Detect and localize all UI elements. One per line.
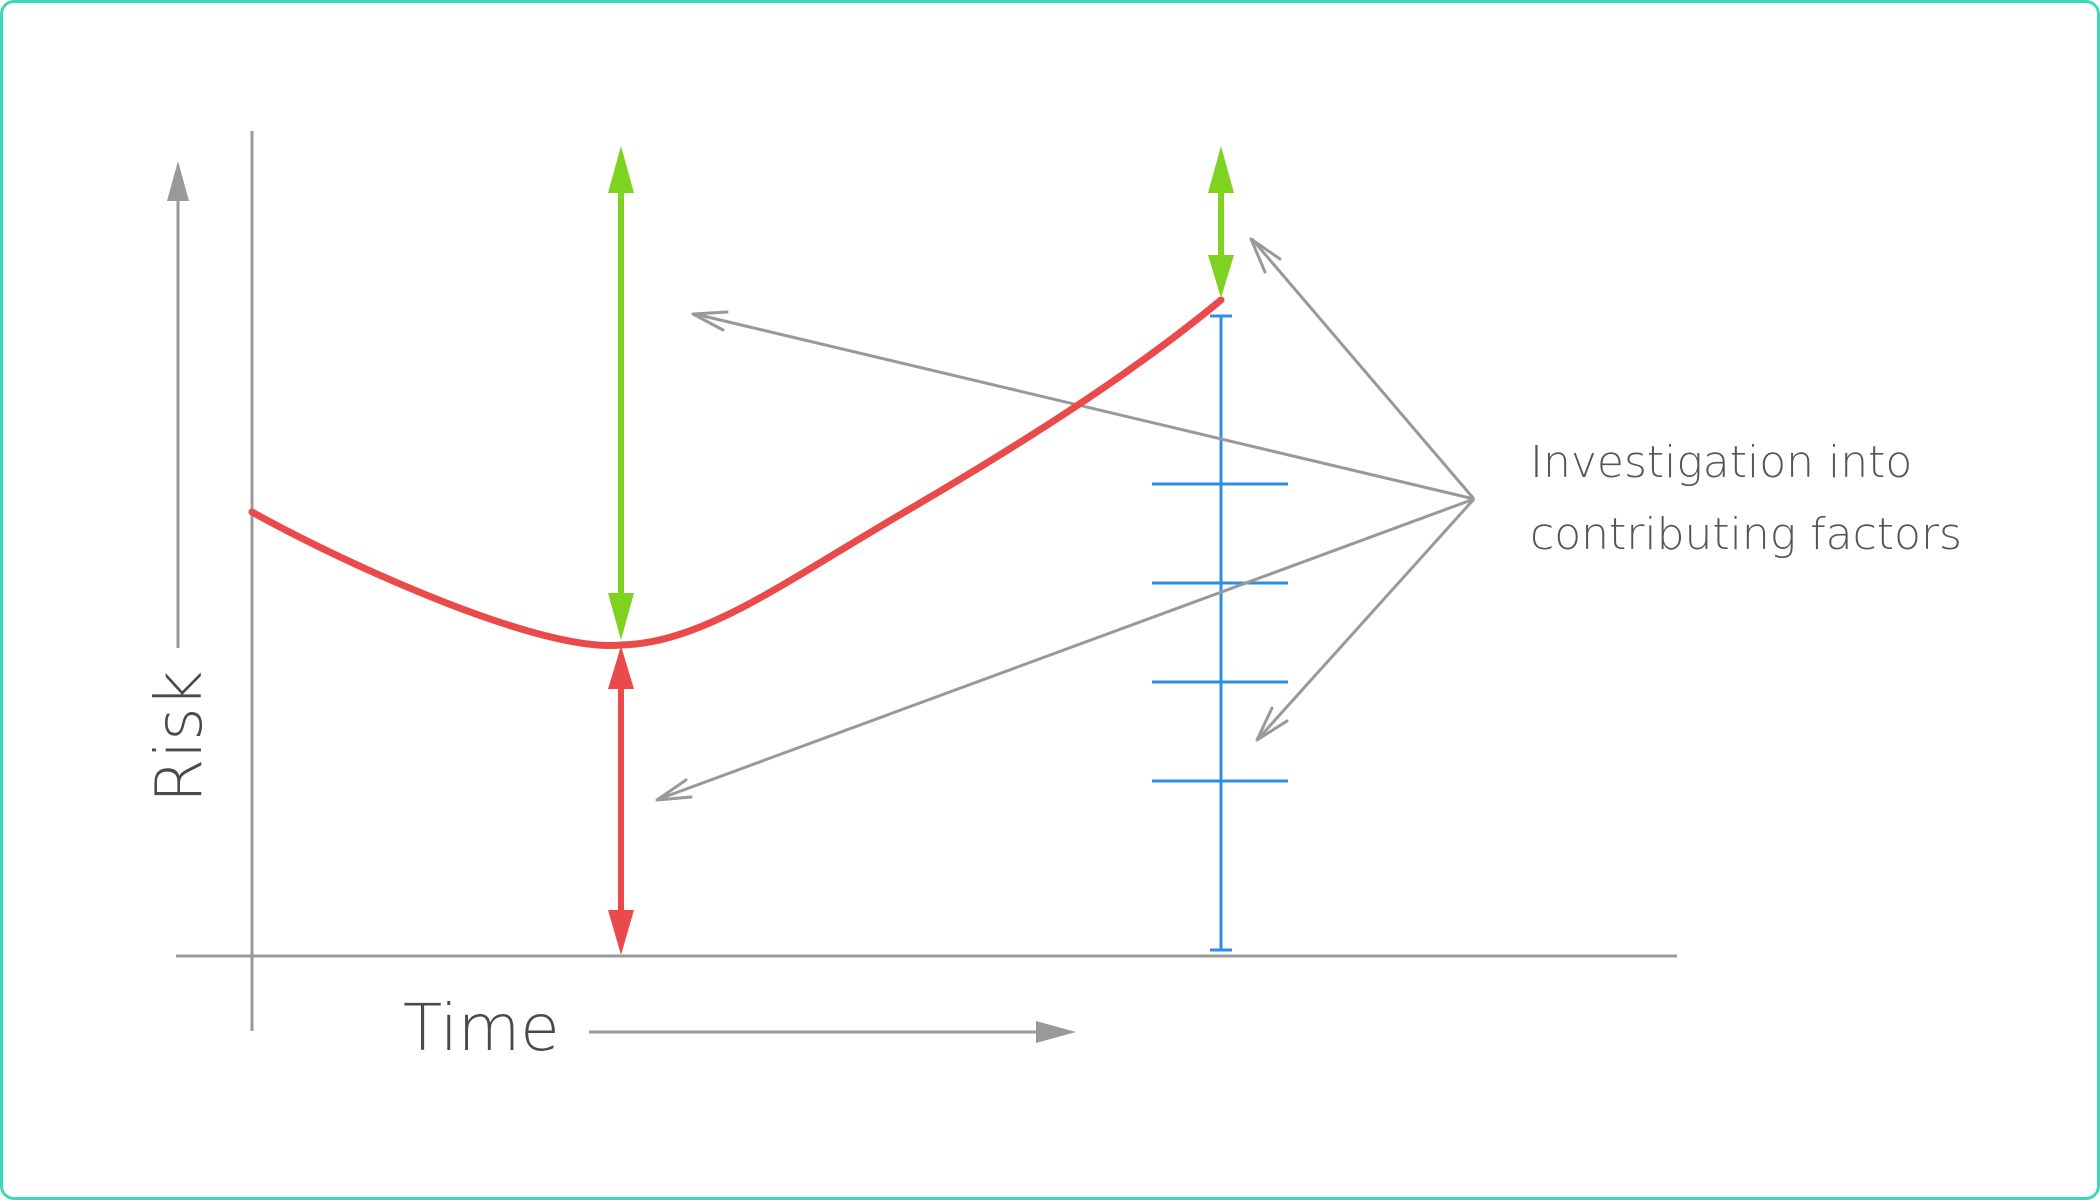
blue-scale: [1152, 314, 1288, 952]
arrow-down-icon: [608, 910, 634, 955]
arrow-up-icon: [1208, 146, 1234, 193]
safety-margin-arrow-right: [1208, 146, 1234, 298]
risk-direction-arrow: [167, 161, 189, 648]
arrow-up-icon: [608, 646, 634, 689]
open-arrowhead-icon: [691, 310, 729, 332]
annotation-label-line1: Investigation into: [1530, 437, 1912, 488]
time-direction-arrow: [589, 1021, 1076, 1043]
safety-margin-arrow-left: [608, 146, 634, 640]
open-arrowhead-icon: [1249, 237, 1282, 274]
arrow-right-icon: [1036, 1021, 1076, 1043]
arrow-down-icon: [1208, 255, 1234, 298]
x-axis-label: Time: [403, 992, 560, 1066]
arrow-up-icon: [167, 161, 189, 201]
annotation-arrow-line: [1256, 497, 1476, 741]
annotation-arrow-line: [1250, 238, 1476, 500]
annotation-arrows: [655, 237, 1476, 802]
risk-over-time-diagram: Risk Time: [143, 131, 1962, 1066]
arrow-down-icon: [608, 593, 634, 640]
annotation-arrow-line: [694, 312, 1475, 501]
open-arrowhead-icon: [1255, 706, 1289, 742]
arrow-up-icon: [608, 146, 634, 193]
annotation-arrow-line: [658, 497, 1475, 801]
risk-curve: [248, 296, 1225, 650]
risk-level-arrow: [608, 646, 634, 955]
y-axis-label: Risk: [143, 670, 217, 803]
annotation-label-line2: contributing factors: [1530, 509, 1962, 560]
open-arrowhead-icon: [655, 778, 693, 802]
